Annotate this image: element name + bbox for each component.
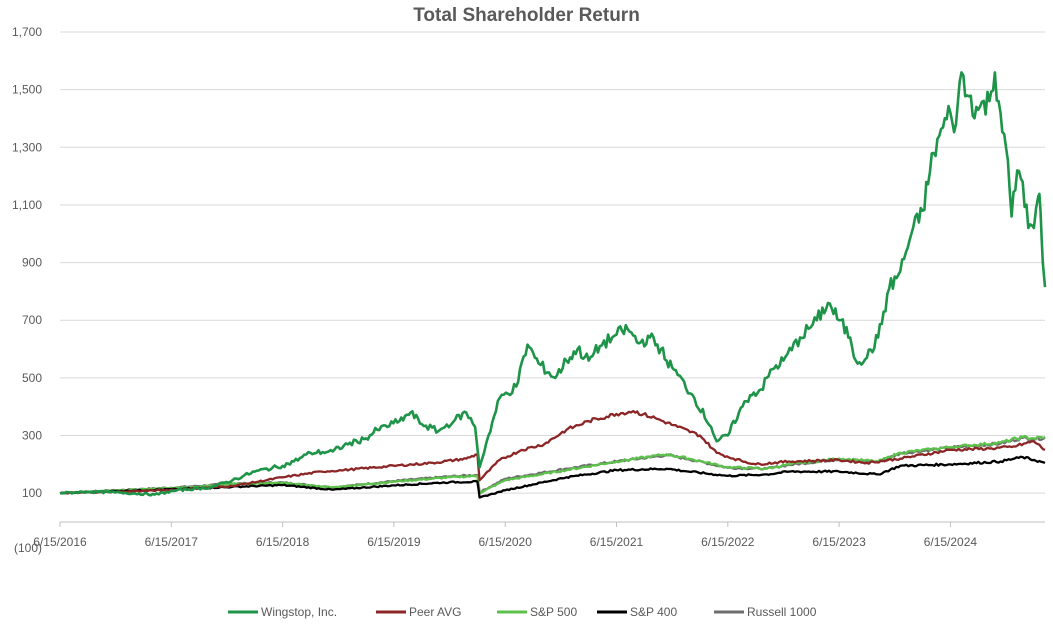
legend-label: Russell 1000 (747, 605, 817, 619)
series-line-peer-avg (59, 409, 1046, 495)
gridlines (60, 31, 1045, 494)
x-tick-label: 6/15/2023 (812, 535, 866, 549)
x-tick-label: 6/15/2018 (256, 535, 310, 549)
y-tick-label: 100 (22, 486, 42, 500)
x-axis-ticks: 6/15/2016 6/15/2017 6/15/2018 6/15/2019 6/15… (33, 522, 977, 549)
legend-label: Wingstop, Inc. (261, 605, 337, 619)
legend-label: S&P 500 (530, 605, 577, 619)
y-tick-label: 300 (22, 429, 42, 443)
y-tick-label: 700 (22, 313, 42, 327)
x-tick-label: 6/15/2020 (479, 535, 533, 549)
y-tick-label: 1,100 (12, 198, 42, 212)
x-tick-label: 6/15/2022 (701, 535, 755, 549)
legend-label: Peer AVG (409, 605, 461, 619)
legend-label: S&P 400 (630, 605, 677, 619)
series-line-s-p-400 (59, 455, 1046, 499)
series-line-russell-1000 (59, 435, 1046, 495)
y-tick-label: (100) (14, 541, 42, 555)
x-tick-label: 6/15/2019 (367, 535, 421, 549)
y-tick-label: 1,300 (12, 140, 42, 154)
x-tick-label: 6/15/2017 (145, 535, 199, 549)
y-tick-label: 1,500 (12, 83, 42, 97)
series-line-wingstop-inc (59, 71, 1047, 497)
y-axis-ticks: 100 300 500 700 900 1,100 1,300 1,500 1,700 (100) (12, 25, 42, 555)
x-tick-label: 6/15/2021 (590, 535, 644, 549)
y-tick-label: 500 (22, 371, 42, 385)
y-tick-label: 900 (22, 256, 42, 270)
y-tick-label: 1,700 (12, 25, 42, 39)
chart-title: Total Shareholder Return (413, 5, 640, 26)
legend: Wingstop, Inc. Peer AVG S&P 500 S&P 400 Russ… (228, 605, 817, 619)
x-tick-label: 6/15/2024 (924, 535, 978, 549)
series-lines (59, 71, 1047, 499)
x-tick-label: 6/15/2016 (33, 535, 87, 549)
